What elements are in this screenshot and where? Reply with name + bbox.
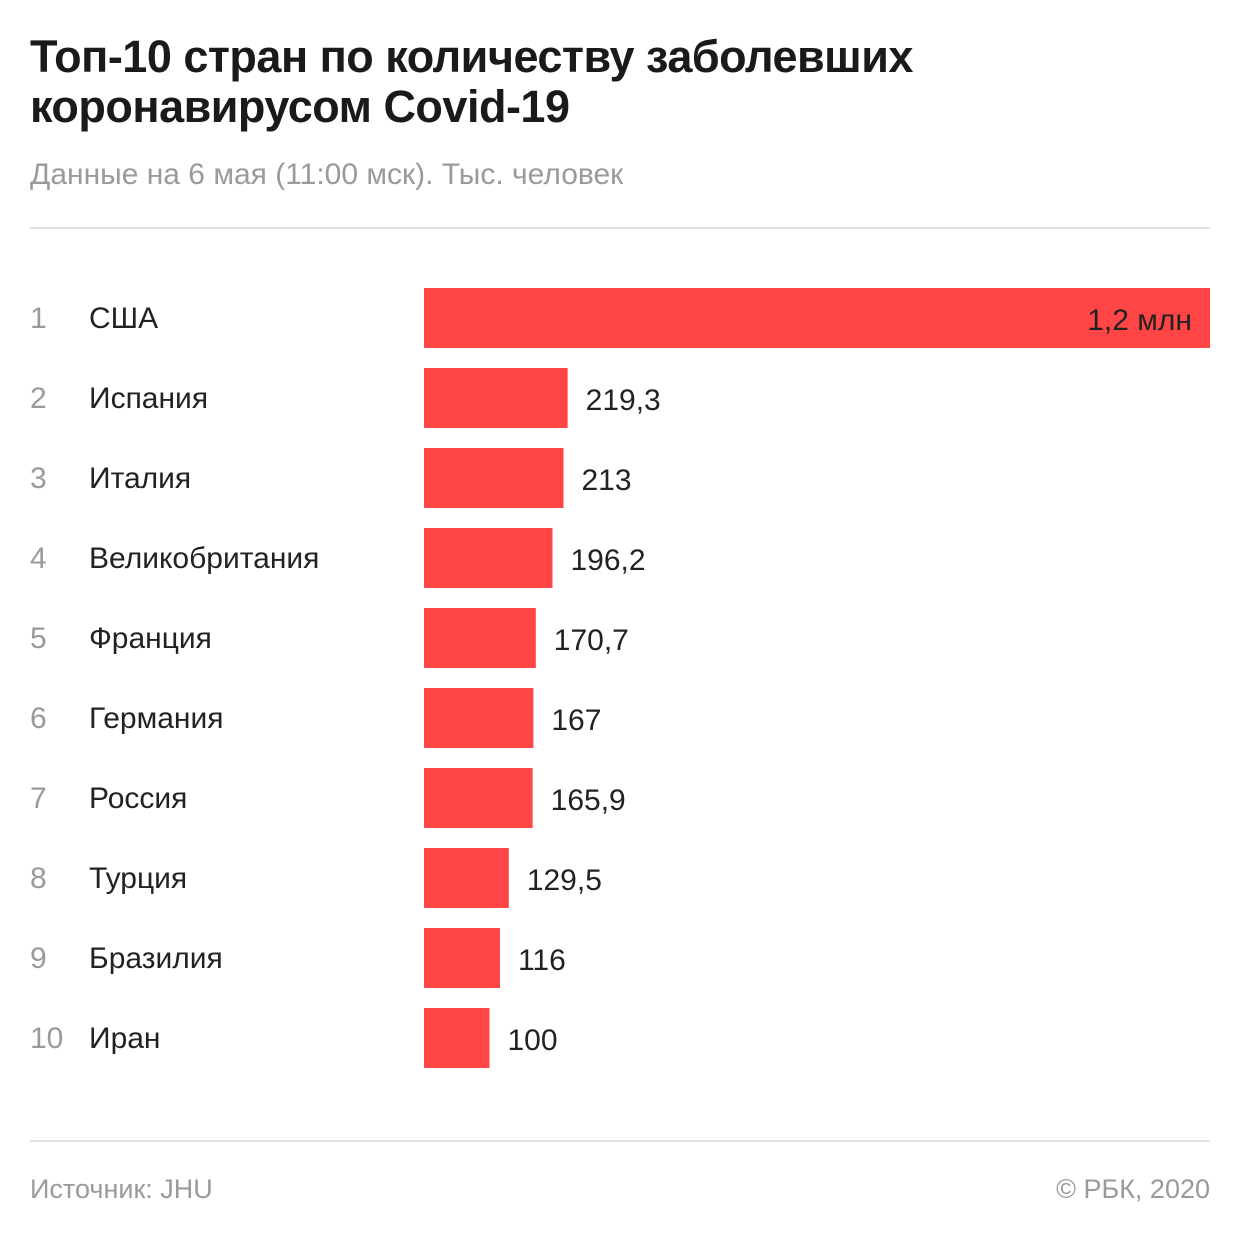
- rank-label: 2: [30, 382, 47, 415]
- category-label: Италия: [89, 462, 191, 495]
- rank-label: 4: [30, 542, 47, 575]
- category-label: Франция: [89, 622, 212, 655]
- source-note: Источник: JHU: [30, 1174, 213, 1204]
- rank-label: 8: [30, 862, 47, 895]
- bar: [424, 688, 534, 748]
- bottom-divider: [30, 1140, 1210, 1142]
- category-label: Иран: [89, 1022, 161, 1055]
- data-label: 129,5: [527, 864, 602, 897]
- data-label: 100: [508, 1024, 558, 1057]
- rank-label: 7: [30, 782, 47, 815]
- data-label: 170,7: [554, 624, 629, 657]
- rank-label: 1: [30, 302, 47, 335]
- rank-label: 5: [30, 622, 47, 655]
- rank-label: 6: [30, 702, 47, 735]
- bar: [424, 768, 533, 828]
- data-label: 219,3: [586, 384, 661, 417]
- category-label: Испания: [89, 382, 208, 415]
- data-label: 1,2 млн: [1087, 304, 1192, 337]
- bar: [424, 928, 500, 988]
- copyright: © РБК, 2020: [1056, 1174, 1210, 1204]
- category-label: Турция: [89, 862, 187, 895]
- category-label: Великобритания: [89, 542, 319, 575]
- data-label: 167: [551, 704, 601, 737]
- category-label: Россия: [89, 782, 187, 815]
- category-label: Германия: [89, 702, 224, 735]
- rank-label: 3: [30, 462, 47, 495]
- category-label: США: [89, 302, 158, 335]
- bar: [424, 608, 536, 668]
- data-label: 116: [518, 944, 566, 977]
- data-label: 165,9: [551, 784, 626, 817]
- bar: [424, 528, 553, 588]
- bar: [424, 288, 1210, 348]
- top-divider: [30, 227, 1210, 229]
- bar: [424, 848, 509, 908]
- chart-title: Топ-10 стран по количеству заболевших ко…: [30, 31, 913, 132]
- chart-subtitle: Данные на 6 мая (11:00 мск). Тыс. челове…: [30, 158, 624, 191]
- bar: [424, 1008, 490, 1068]
- data-label: 196,2: [571, 544, 646, 577]
- category-label: Бразилия: [89, 942, 223, 975]
- bar: [424, 368, 568, 428]
- data-label: 213: [582, 464, 632, 497]
- bar: [424, 448, 564, 508]
- rank-label: 10: [30, 1022, 63, 1055]
- rank-label: 9: [30, 942, 47, 975]
